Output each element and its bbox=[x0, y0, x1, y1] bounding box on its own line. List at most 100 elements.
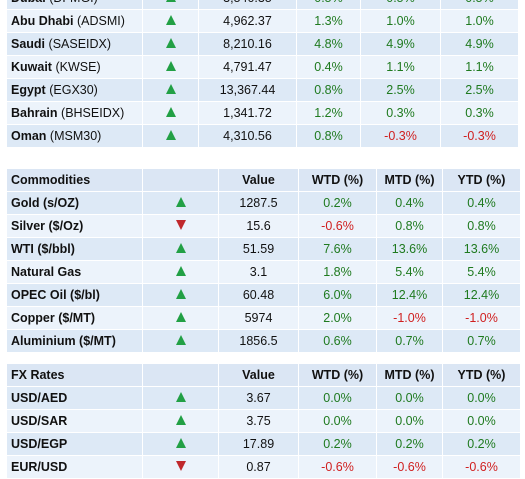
commodities-mtd: 0.8% bbox=[376, 214, 443, 238]
commodities-value: 5974 bbox=[218, 306, 299, 330]
trend-cell bbox=[142, 32, 199, 56]
up-arrow-icon bbox=[175, 266, 186, 276]
market-code: (BHSEIDX) bbox=[61, 106, 125, 120]
market-change-1: 1.2% bbox=[296, 101, 361, 125]
commodities-wtd: 0.6% bbox=[298, 329, 377, 353]
market-row: Abu Dhabi (ADSMI) 4,962.37 1.3% 1.0% 1.0% bbox=[6, 9, 519, 33]
fx-value: 17.89 bbox=[218, 432, 299, 456]
fx-mtd: 0.0% bbox=[376, 386, 443, 410]
market-code: (EGX30) bbox=[49, 83, 98, 97]
market-name-label: Bahrain bbox=[11, 106, 58, 120]
commodities-table: Commodities Value WTD (%) MTD (%) YTD (%… bbox=[6, 168, 521, 353]
fx-header-wtd: WTD (%) bbox=[298, 363, 377, 387]
up-arrow-icon bbox=[175, 289, 186, 299]
market-name: Bahrain (BHSEIDX) bbox=[6, 101, 143, 125]
commodities-ytd: 0.4% bbox=[442, 191, 521, 215]
market-change-1: 0.8% bbox=[296, 78, 361, 102]
regional-markets-table: Dubai (DFMGI)3,540.350.5%0.5%0.5%Abu Dha… bbox=[6, 0, 519, 148]
fx-rates-table: FX Rates Value WTD (%) MTD (%) YTD (%) U… bbox=[6, 363, 521, 479]
market-value: 1,341.72 bbox=[198, 101, 297, 125]
market-name-label: Oman bbox=[11, 129, 47, 143]
trend-cell bbox=[142, 237, 219, 261]
market-code: (ADSMI) bbox=[76, 14, 125, 28]
commodities-wtd: 6.0% bbox=[298, 283, 377, 307]
commodities-name: Gold (s/OZ) bbox=[6, 191, 143, 215]
market-code: (MSM30) bbox=[49, 129, 102, 143]
trend-cell bbox=[142, 329, 219, 353]
up-arrow-icon bbox=[165, 107, 176, 117]
market-name: Dubai (DFMGI) bbox=[6, 0, 143, 10]
fx-row: USD/AED 3.67 0.0% 0.0% 0.0% bbox=[6, 386, 521, 410]
commodities-header-label: Commodities bbox=[6, 168, 143, 192]
market-change-1: 0.5% bbox=[296, 0, 361, 10]
commodities-value: 1287.5 bbox=[218, 191, 299, 215]
fx-name: USD/EGP bbox=[6, 432, 143, 456]
fx-mtd: 0.2% bbox=[376, 432, 443, 456]
fx-row: USD/SAR 3.75 0.0% 0.0% 0.0% bbox=[6, 409, 521, 433]
commodities-mtd: 5.4% bbox=[376, 260, 443, 284]
fx-ytd: 0.0% bbox=[442, 409, 521, 433]
commodities-ytd: -1.0% bbox=[442, 306, 521, 330]
market-name: Egypt (EGX30) bbox=[6, 78, 143, 102]
market-value: 13,367.44 bbox=[198, 78, 297, 102]
up-arrow-icon bbox=[165, 130, 176, 140]
up-arrow-icon bbox=[165, 38, 176, 48]
fx-name: EUR/USD bbox=[6, 455, 143, 479]
market-row: Egypt (EGX30) 13,367.44 0.8% 2.5% 2.5% bbox=[6, 78, 519, 102]
market-code: (DFMGI) bbox=[49, 0, 98, 5]
market-row: Saudi (SASEIDX) 8,210.16 4.8% 4.9% 4.9% bbox=[6, 32, 519, 56]
market-change-3: 2.5% bbox=[440, 78, 519, 102]
commodities-ytd: 0.8% bbox=[442, 214, 521, 238]
commodities-value: 15.6 bbox=[218, 214, 299, 238]
fx-wtd: -0.6% bbox=[298, 455, 377, 479]
down-arrow-icon bbox=[175, 461, 186, 471]
fx-mtd: 0.0% bbox=[376, 409, 443, 433]
up-arrow-icon bbox=[175, 243, 186, 253]
commodities-header-mtd: MTD (%) bbox=[376, 168, 443, 192]
fx-header-label: FX Rates bbox=[6, 363, 143, 387]
trend-cell bbox=[142, 9, 199, 33]
commodities-name: Copper ($/MT) bbox=[6, 306, 143, 330]
commodities-row: OPEC Oil ($/bl) 60.48 6.0% 12.4% 12.4% bbox=[6, 283, 521, 307]
market-change-2: 1.0% bbox=[360, 9, 441, 33]
market-change-3: -0.3% bbox=[440, 124, 519, 148]
fx-name: USD/AED bbox=[6, 386, 143, 410]
market-change-3: 1.1% bbox=[440, 55, 519, 79]
commodities-ytd: 0.7% bbox=[442, 329, 521, 353]
market-name: Saudi (SASEIDX) bbox=[6, 32, 143, 56]
market-value: 3,540.35 bbox=[198, 0, 297, 10]
fx-ytd: -0.6% bbox=[442, 455, 521, 479]
fx-wtd: 0.0% bbox=[298, 386, 377, 410]
trend-cell bbox=[142, 455, 219, 479]
commodities-name: OPEC Oil ($/bl) bbox=[6, 283, 143, 307]
fx-header-mtd: MTD (%) bbox=[376, 363, 443, 387]
market-change-1: 4.8% bbox=[296, 32, 361, 56]
commodities-wtd: 2.0% bbox=[298, 306, 377, 330]
market-name-label: Abu Dhabi bbox=[11, 14, 74, 28]
fx-name: USD/SAR bbox=[6, 409, 143, 433]
commodities-ytd: 13.6% bbox=[442, 237, 521, 261]
trend-cell bbox=[142, 260, 219, 284]
fx-header-value: Value bbox=[218, 363, 299, 387]
commodities-row: Natural Gas 3.1 1.8% 5.4% 5.4% bbox=[6, 260, 521, 284]
commodities-mtd: -1.0% bbox=[376, 306, 443, 330]
trend-cell bbox=[142, 306, 219, 330]
fx-mtd: -0.6% bbox=[376, 455, 443, 479]
trend-cell bbox=[142, 214, 219, 238]
commodities-value: 1856.5 bbox=[218, 329, 299, 353]
up-arrow-icon bbox=[175, 438, 186, 448]
market-row: Kuwait (KWSE) 4,791.47 0.4% 1.1% 1.1% bbox=[6, 55, 519, 79]
fx-value: 3.75 bbox=[218, 409, 299, 433]
fx-header-ytd: YTD (%) bbox=[442, 363, 521, 387]
trend-cell bbox=[142, 409, 219, 433]
commodities-wtd: 1.8% bbox=[298, 260, 377, 284]
commodities-header-row: Commodities Value WTD (%) MTD (%) YTD (%… bbox=[6, 168, 521, 192]
up-arrow-icon bbox=[175, 312, 186, 322]
market-name: Oman (MSM30) bbox=[6, 124, 143, 148]
market-change-1: 0.4% bbox=[296, 55, 361, 79]
market-change-3: 1.0% bbox=[440, 9, 519, 33]
trend-cell bbox=[142, 0, 199, 10]
market-value: 4,791.47 bbox=[198, 55, 297, 79]
market-change-1: 0.8% bbox=[296, 124, 361, 148]
fx-header-trend bbox=[142, 363, 219, 387]
